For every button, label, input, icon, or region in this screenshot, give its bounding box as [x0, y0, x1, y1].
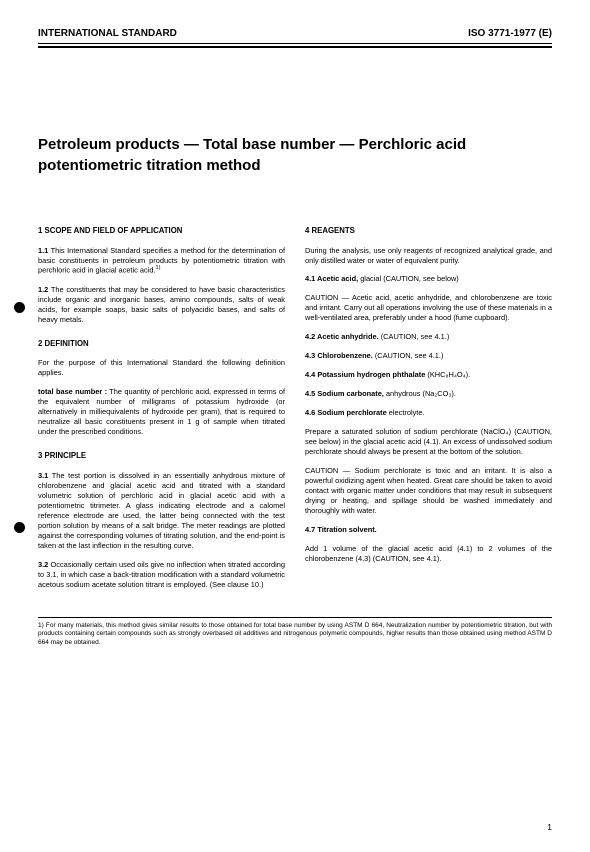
para-1-1: 1.1 This International Standard specifie…: [38, 246, 285, 276]
header-right: ISO 3771-1977 (E): [468, 28, 552, 39]
para-2-intro: For the purpose of this International St…: [38, 358, 285, 378]
section-3-head: 3 PRINCIPLE: [38, 451, 285, 462]
para-3-1: 3.1 The test portion is dissolved in an …: [38, 471, 285, 551]
header-left: INTERNATIONAL STANDARD: [38, 28, 177, 39]
body-columns: 1 SCOPE AND FIELD OF APPLICATION 1.1 Thi…: [38, 226, 552, 599]
section-1-head: 1 SCOPE AND FIELD OF APPLICATION: [38, 226, 285, 237]
reagent-4-7: 4.7 Titration solvent.: [305, 525, 552, 535]
reagent-4-1: 4.1 Acetic acid, glacial (CAUTION, see b…: [305, 274, 552, 284]
caution-4-6: CAUTION — Sodium perchlorate is toxic an…: [305, 466, 552, 516]
para-3-2: 3.2 Occasionally certain used oils give …: [38, 560, 285, 590]
para-4-7: Add 1 volume of the glacial acetic acid …: [305, 544, 552, 564]
left-column: 1 SCOPE AND FIELD OF APPLICATION 1.1 Thi…: [38, 226, 285, 599]
header-row: INTERNATIONAL STANDARD ISO 3771-1977 (E): [38, 28, 552, 39]
reagent-4-5: 4.5 Sodium carbonate, anhydrous (Na₂CO₃)…: [305, 389, 552, 399]
right-column: 4 REAGENTS During the analysis, use only…: [305, 226, 552, 599]
section-4-head: 4 REAGENTS: [305, 226, 552, 237]
reagent-4-6: 4.6 Sodium perchlorate electrolyte.: [305, 408, 552, 418]
rule-thick: [38, 46, 552, 48]
reagent-4-3: 4.3 Chlorobenzene. (CAUTION, see 4.1.): [305, 351, 552, 361]
para-4-6-prep: Prepare a saturated solution of sodium p…: [305, 427, 552, 457]
caution-4-1: CAUTION — Acetic acid, acetic anhydride,…: [305, 293, 552, 323]
hole-punch-mark: [14, 522, 25, 533]
footnote-text: 1) For many materials, this method gives…: [38, 622, 552, 647]
reagent-4-4: 4.4 Potassium hydrogen phthalate (KHC₈H₄…: [305, 370, 552, 380]
document-title: Petroleum products — Total base number —…: [38, 134, 552, 176]
page-number: 1: [547, 822, 552, 832]
rule-thin: [38, 43, 552, 44]
para-4-intro: During the analysis, use only reagents o…: [305, 246, 552, 266]
footnote-rule: [38, 617, 552, 618]
para-1-2: 1.2 The constituents that may be conside…: [38, 285, 285, 325]
hole-punch-mark: [14, 302, 25, 313]
para-2-def: total base number : The quantity of perc…: [38, 387, 285, 437]
reagent-4-2: 4.2 Acetic anhydride. (CAUTION, see 4.1.…: [305, 332, 552, 342]
section-2-head: 2 DEFINITION: [38, 339, 285, 350]
